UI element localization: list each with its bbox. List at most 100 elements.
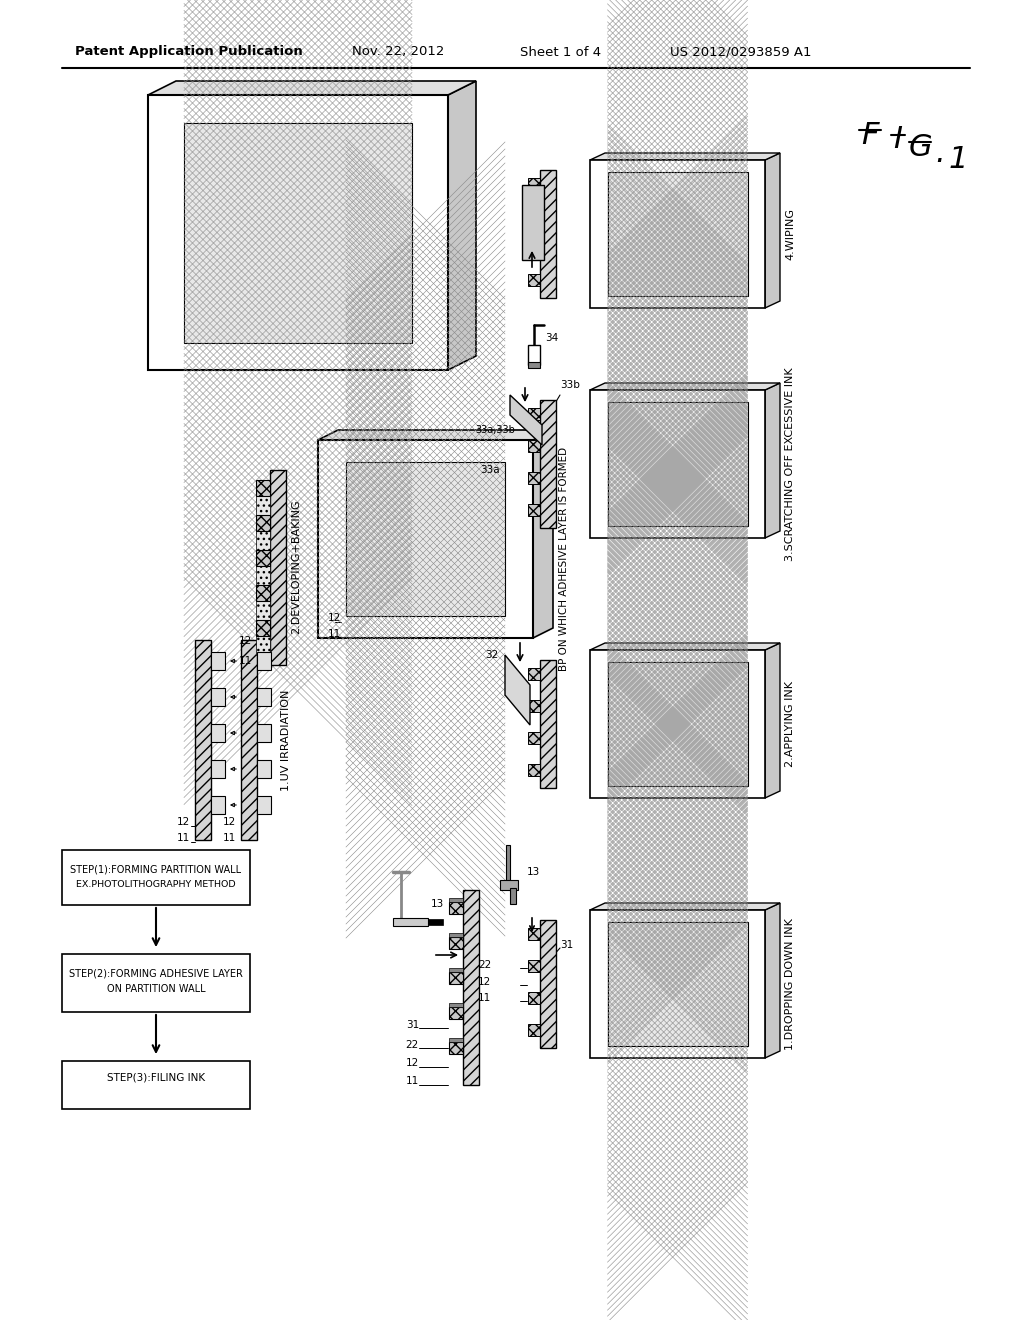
Polygon shape <box>534 430 553 638</box>
Text: 33a: 33a <box>480 465 500 475</box>
Text: 12: 12 <box>478 977 492 987</box>
Bar <box>257 760 271 777</box>
Bar <box>346 462 505 616</box>
Bar <box>528 210 540 222</box>
Bar <box>148 95 449 370</box>
Text: 11: 11 <box>223 833 236 843</box>
Bar <box>256 601 270 620</box>
Bar <box>346 462 505 616</box>
Bar <box>522 185 544 260</box>
Text: STEP(3):FILING INK: STEP(3):FILING INK <box>106 1073 205 1082</box>
Bar <box>528 668 540 680</box>
Bar <box>256 566 270 585</box>
Text: 3.SCRATCHING OFF EXCESSIVE INK: 3.SCRATCHING OFF EXCESSIVE INK <box>785 367 795 561</box>
Bar <box>256 496 270 515</box>
Bar <box>607 172 748 296</box>
Bar <box>540 660 556 788</box>
Bar <box>510 888 516 904</box>
Bar <box>528 178 540 190</box>
Bar <box>449 937 463 949</box>
Polygon shape <box>505 655 530 725</box>
Bar <box>211 723 225 742</box>
Bar <box>607 172 748 296</box>
Bar <box>528 440 540 451</box>
Text: 31: 31 <box>560 940 573 950</box>
Bar <box>184 123 412 342</box>
Bar <box>256 531 270 550</box>
Bar <box>607 661 748 787</box>
Bar <box>257 723 271 742</box>
Text: Patent Application Publication: Patent Application Publication <box>75 45 303 58</box>
Bar <box>463 890 479 1085</box>
Bar <box>449 1003 463 1007</box>
Text: 12: 12 <box>328 612 341 623</box>
Bar <box>540 400 556 528</box>
Polygon shape <box>590 643 780 649</box>
Bar <box>607 401 748 527</box>
Text: 12: 12 <box>239 636 252 645</box>
Text: 33b: 33b <box>560 380 580 389</box>
Bar <box>428 919 443 925</box>
Bar <box>528 473 540 484</box>
Bar <box>449 902 463 913</box>
Bar <box>506 845 510 883</box>
Bar <box>195 640 211 840</box>
Text: 13: 13 <box>431 899 444 909</box>
Bar <box>393 917 428 927</box>
Text: 1: 1 <box>948 144 968 173</box>
Text: 22: 22 <box>406 1040 419 1049</box>
Text: 32: 32 <box>485 649 499 660</box>
Bar <box>184 123 412 342</box>
Polygon shape <box>765 903 780 1059</box>
Text: 31: 31 <box>406 1020 419 1030</box>
Text: 13: 13 <box>527 867 541 876</box>
Bar <box>62 850 250 906</box>
Text: STEP(1):FORMING PARTITION WALL: STEP(1):FORMING PARTITION WALL <box>71 865 242 874</box>
Text: EX.PHOTOLITHOGRAPHY METHOD: EX.PHOTOLITHOGRAPHY METHOD <box>76 880 236 888</box>
Bar <box>449 933 463 937</box>
Text: 2.DEVELOPING+BAKING: 2.DEVELOPING+BAKING <box>291 500 301 635</box>
Bar <box>241 640 257 840</box>
Text: I: I <box>894 125 902 154</box>
Text: 4.WIPING: 4.WIPING <box>785 209 795 260</box>
Bar <box>590 389 765 539</box>
Bar <box>256 480 270 496</box>
Text: 11: 11 <box>406 1076 419 1086</box>
Polygon shape <box>148 81 476 95</box>
Text: 1.UV IRRADIATION: 1.UV IRRADIATION <box>281 689 291 791</box>
Bar <box>256 585 270 601</box>
Bar <box>528 764 540 776</box>
Bar <box>607 921 748 1047</box>
Polygon shape <box>318 430 553 440</box>
Bar <box>540 920 556 1048</box>
Bar <box>528 275 540 286</box>
Text: F: F <box>861 120 879 149</box>
Bar <box>256 636 270 655</box>
Bar <box>257 688 271 706</box>
Polygon shape <box>449 81 476 370</box>
Bar <box>62 954 250 1012</box>
Bar <box>607 921 748 1047</box>
Bar <box>449 1007 463 1019</box>
Text: 1.DROPPING DOWN INK: 1.DROPPING DOWN INK <box>785 919 795 1049</box>
Polygon shape <box>590 903 780 909</box>
Polygon shape <box>765 643 780 799</box>
Bar <box>528 700 540 711</box>
Bar <box>256 550 270 566</box>
Text: 11: 11 <box>478 993 492 1003</box>
Text: ON PARTITION WALL: ON PARTITION WALL <box>106 983 206 994</box>
Text: .: . <box>935 139 945 168</box>
Bar <box>211 760 225 777</box>
Bar <box>528 504 540 516</box>
Text: G: G <box>908 132 932 161</box>
Bar <box>590 909 765 1059</box>
Polygon shape <box>765 383 780 539</box>
Text: 22: 22 <box>478 960 492 970</box>
Bar <box>256 515 270 531</box>
Bar <box>449 968 463 972</box>
Bar <box>528 960 540 972</box>
Text: 34: 34 <box>545 333 558 343</box>
Bar <box>528 1024 540 1036</box>
Text: 12: 12 <box>406 1059 419 1068</box>
Bar <box>211 796 225 814</box>
